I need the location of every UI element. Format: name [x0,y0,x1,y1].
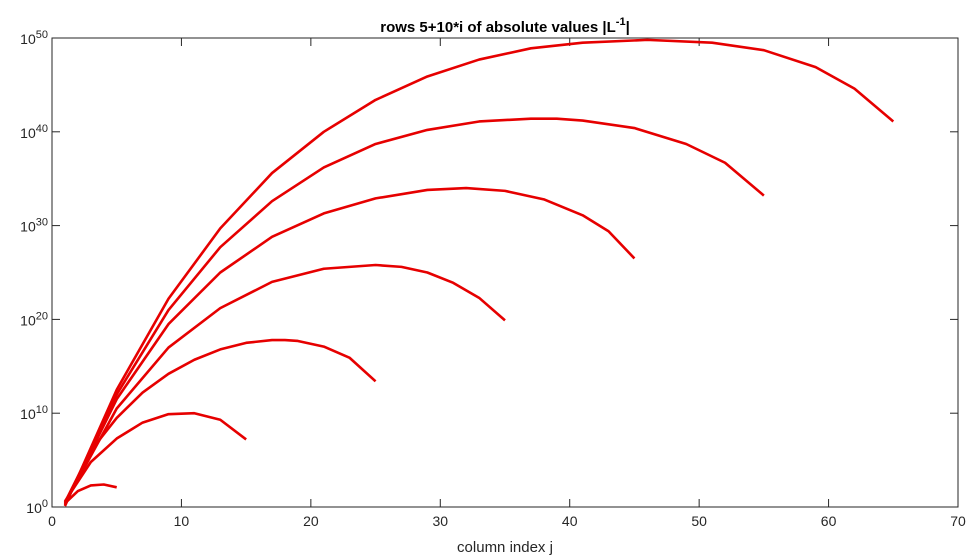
x-tick-label: 10 [174,513,190,529]
y-tick-label: 1030 [20,217,48,235]
x-tick-label: 0 [48,513,56,529]
y-tick-label: 1010 [20,404,48,422]
series-group [63,38,895,507]
series-line-1 [64,483,117,505]
plot-area [51,37,959,508]
y-tick-label: 1020 [20,310,48,328]
series-line-4 [63,263,506,504]
x-tick-label: 30 [432,513,448,529]
x-tick-label: 20 [303,513,319,529]
x-tick-label: 60 [821,513,837,529]
y-tick-label: 1040 [20,123,48,141]
chart-title-suffix: | [626,19,630,36]
chart-title: rows 5+10*i of absolute values |L-1| [380,16,630,36]
x-tick-label: 40 [562,513,578,529]
y-tick-label: 1050 [20,29,48,47]
series-line-7 [63,38,895,507]
chart-title-main: rows 5+10*i of absolute values |L [380,19,616,36]
x-tick-label: 50 [691,513,707,529]
series-line-6 [63,117,765,506]
series-line-3 [63,338,377,503]
series-line-2 [63,411,247,503]
x-tick-label: 70 [950,513,966,529]
series-line-5 [63,186,636,505]
y-tick-label: 100 [26,498,48,516]
chart-title-superscript: -1 [616,16,626,28]
x-axis-label: column index j [457,539,553,556]
